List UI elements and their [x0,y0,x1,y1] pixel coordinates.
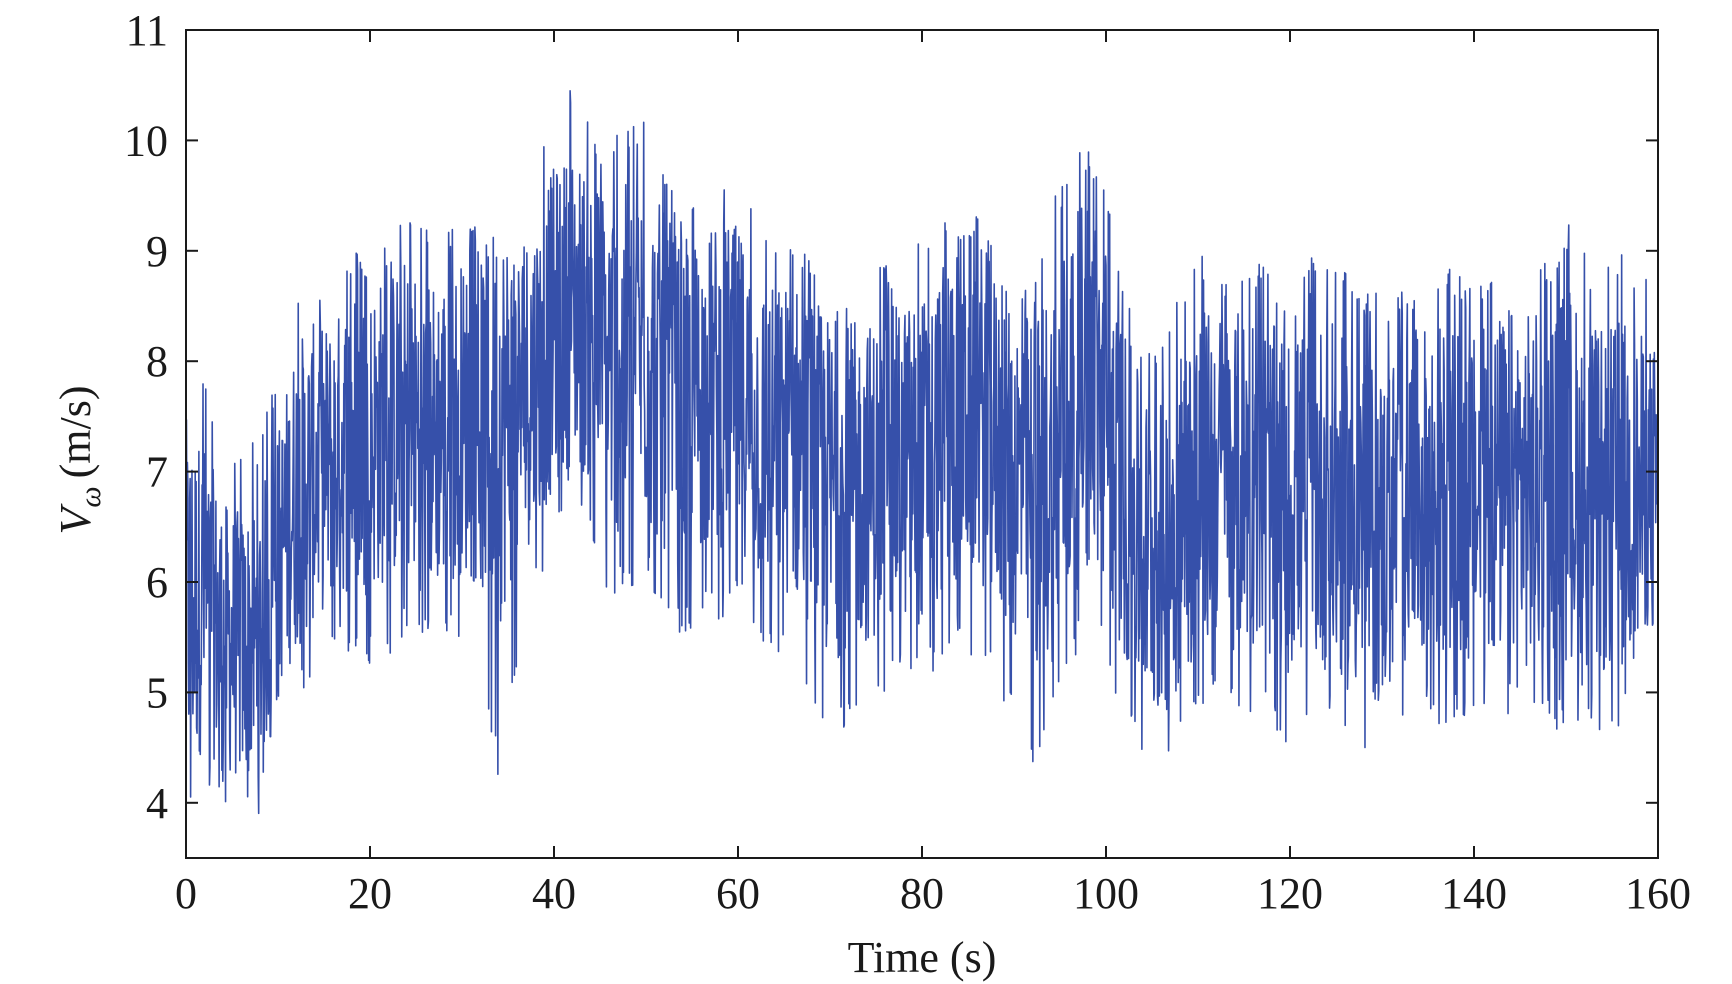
y-axis-unit: (m/s) [51,386,100,479]
x-tick-label: 0 [175,869,197,918]
x-tick-label: 140 [1441,869,1507,918]
x-tick-label: 20 [348,869,392,918]
x-tick-label: 80 [900,869,944,918]
plot-area [185,90,1659,815]
y-tick-label: 4 [146,779,168,828]
y-axis-subscript: ω [74,486,107,507]
y-tick-label: 6 [146,558,168,607]
y-tick-label: 11 [126,6,168,55]
series-group [185,90,1659,815]
x-tick-label: 120 [1257,869,1323,918]
y-axis-symbol: V [51,502,100,534]
x-tick-label: 160 [1625,869,1691,918]
x-tick-label: 100 [1073,869,1139,918]
x-tick-label: 40 [532,869,576,918]
y-tick-label: 7 [146,448,168,497]
y-axis-title: Vω (m/s) [51,386,107,535]
x-axis-title: Time (s) [848,933,997,982]
y-tick-label: 5 [146,668,168,717]
series-line [185,90,1659,815]
tick-labels-group: 0 20 40 60 80 100 120 140 160 4 5 6 7 8 9 10 11 [124,6,1691,918]
x-tick-label: 60 [716,869,760,918]
y-tick-label: 8 [146,337,168,386]
y-tick-label: 9 [146,227,168,276]
ticks-group [185,29,1659,858]
y-tick-label: 10 [124,116,168,165]
